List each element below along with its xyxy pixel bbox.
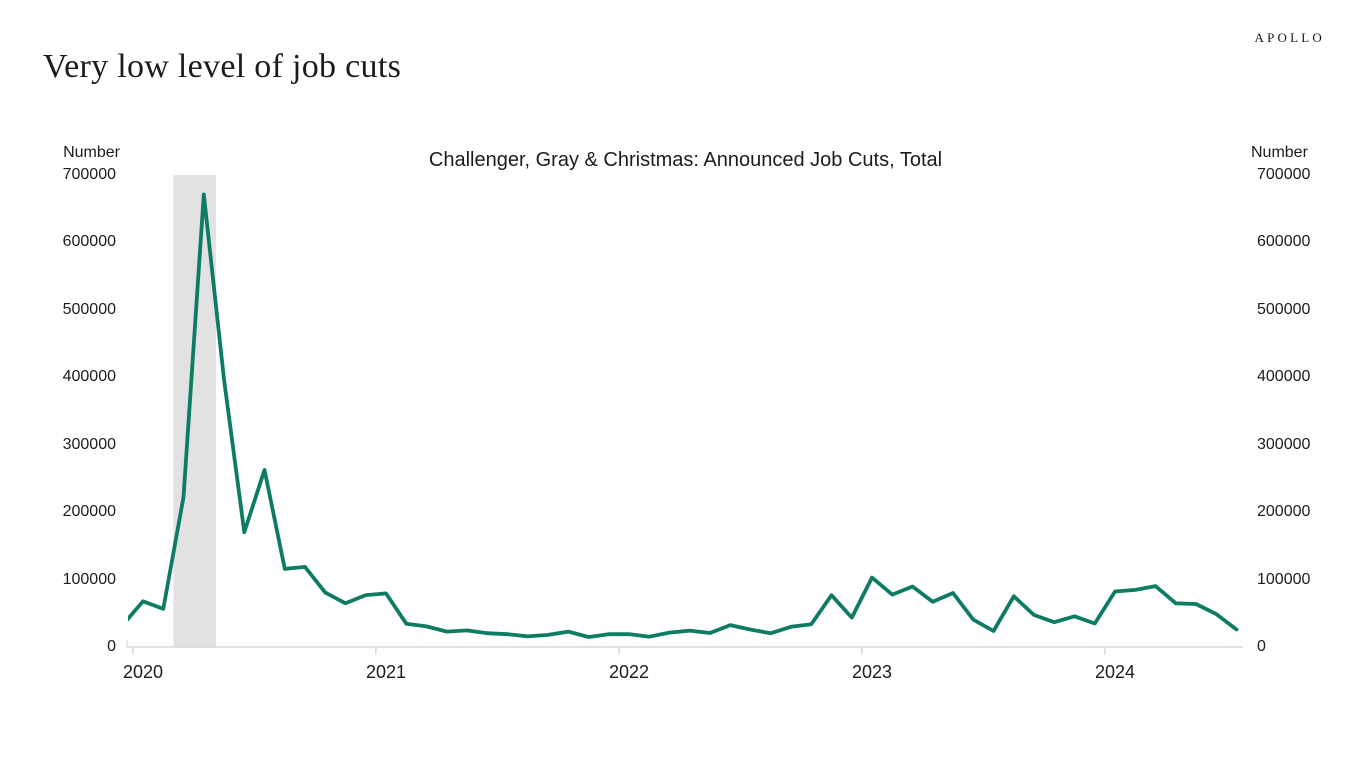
y-tick-label-right: 400000 bbox=[1257, 368, 1311, 386]
y-tick-label-right: 0 bbox=[1257, 638, 1266, 655]
job-cuts-line bbox=[128, 192, 1239, 639]
y-tick-label-right: 600000 bbox=[1257, 233, 1311, 251]
x-tick-label: 2022 bbox=[608, 662, 650, 682]
y-tick-label-left: 500000 bbox=[62, 300, 116, 318]
y-tick-label-right: 700000 bbox=[1257, 166, 1311, 183]
y-tick-label-right: 200000 bbox=[1257, 503, 1311, 521]
y-tick-label-right: 100000 bbox=[1257, 570, 1311, 588]
y-axis-unit-left: Number bbox=[63, 144, 120, 161]
x-tick-label: 2021 bbox=[365, 662, 407, 682]
y-axis-unit-right: Number bbox=[1251, 144, 1308, 161]
y-tick-label-left: 600000 bbox=[62, 233, 116, 251]
chart-title: Challenger, Gray & Christmas: Announced … bbox=[428, 149, 943, 171]
x-tick-label: 2020 bbox=[122, 662, 164, 682]
y-tick-label-left: 700000 bbox=[62, 166, 116, 183]
apollo-logo: APOLLO bbox=[1254, 30, 1325, 45]
page-title: Very low level of job cuts bbox=[43, 48, 402, 85]
y-tick-label-right: 500000 bbox=[1257, 300, 1311, 318]
y-tick-label-left: 300000 bbox=[62, 435, 116, 453]
y-tick-label-left: 200000 bbox=[62, 503, 116, 521]
x-tick-label: 2024 bbox=[1094, 662, 1136, 682]
y-tick-label-right: 300000 bbox=[1257, 435, 1311, 453]
x-tick-label: 2023 bbox=[851, 662, 893, 682]
y-tick-label-left: 100000 bbox=[62, 570, 116, 588]
y-tick-label-left: 0 bbox=[107, 638, 116, 655]
y-tick-label-left: 400000 bbox=[62, 368, 116, 386]
